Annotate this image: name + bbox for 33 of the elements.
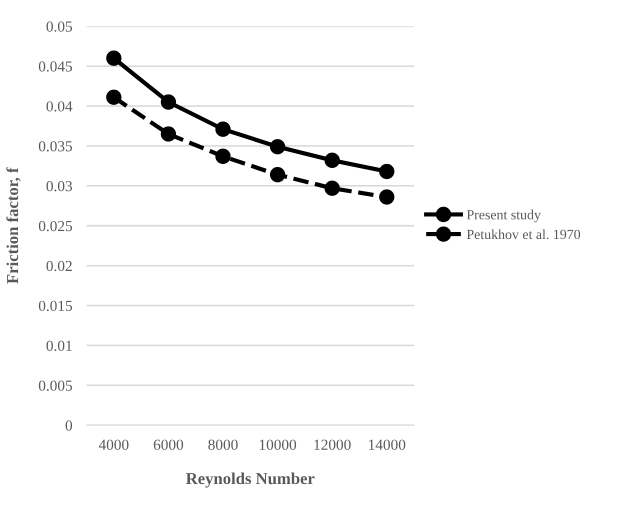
point [379, 189, 394, 205]
x-tick-label: 12000 [314, 440, 351, 450]
point [106, 90, 122, 105]
x-axis-title: Reynolds Number [186, 472, 315, 488]
x-tick-label: 8000 [208, 440, 238, 450]
legend-label: Petukhov et al. 1970 [466, 229, 580, 240]
point [160, 126, 176, 142]
x-tick-label: 14000 [369, 440, 406, 450]
y-tick-label: 0.01 [46, 340, 72, 351]
y-axis-title: Friction factor, f [6, 167, 21, 284]
y-tick-label: 0.005 [38, 380, 72, 391]
legend-label: Present study [466, 210, 541, 222]
y-tick-label: 0.02 [46, 260, 72, 272]
point [215, 148, 231, 164]
point [215, 122, 231, 137]
point [324, 180, 340, 196]
y-tick-label: 0.03 [46, 180, 72, 192]
x-tick-label: 6000 [154, 440, 184, 450]
x-tick-label: 10000 [260, 440, 296, 450]
y-tick-label: 0.025 [38, 220, 72, 232]
point [160, 94, 176, 110]
y-tick-label: 0.05 [46, 21, 72, 32]
point [270, 167, 286, 182]
y-tick-label: 0.035 [38, 141, 72, 152]
point [324, 152, 340, 168]
y-tick-label: 0.015 [38, 300, 72, 312]
y-tick-label: 0 [66, 420, 72, 431]
point [270, 139, 286, 154]
point [379, 164, 394, 180]
y-tick-label: 0.04 [46, 101, 72, 112]
x-tick-label: 4000 [98, 440, 129, 450]
point [106, 50, 122, 66]
y-tick-label: 0.045 [38, 61, 72, 72]
